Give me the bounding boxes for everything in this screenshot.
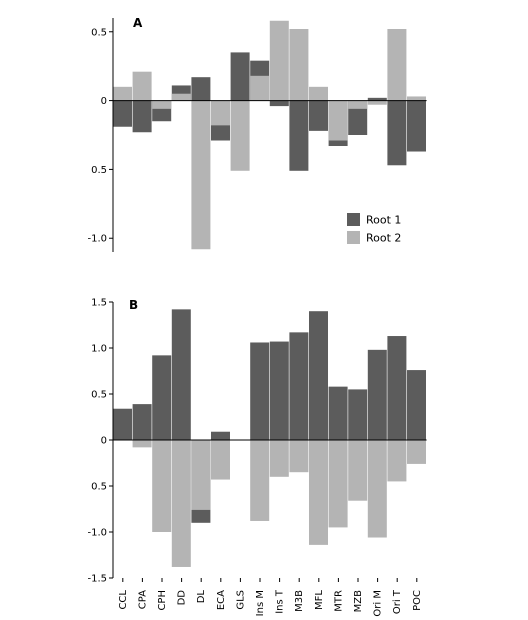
- panel-a-bar-ins-m-root-2: [250, 75, 270, 101]
- panel-a-bar-mfl-root-1: [309, 100, 328, 131]
- panel-a-legend-label-1: Root 1: [366, 214, 401, 227]
- panel-b-bar-ins-t-root-2: [269, 440, 289, 477]
- panel-b-bar-ori-t-root-2: [387, 440, 407, 482]
- panel-a-bar-gls-root-2: [230, 100, 250, 171]
- panel-b-ytick-label-4: 0.5: [91, 482, 107, 493]
- panel-b-category-label-gls: GLS: [235, 590, 246, 610]
- panel-a-bar-mzb-root-1: [348, 100, 368, 135]
- panel-b-category-label-ins-t: Ins T: [275, 589, 286, 614]
- panel-b-bar-poc-root-2: [407, 440, 426, 464]
- panel-b-bar-mtr-root-1: [328, 386, 348, 440]
- panel-a-bar-dd-root-2: [171, 93, 191, 101]
- panel-b-category-label-ori-m: Ori M: [373, 590, 384, 617]
- panel-a-ytick-label-2: 0.5: [91, 165, 107, 176]
- panel-b-bar-cph-root-2: [152, 440, 172, 532]
- panel-b-bar-ori-t-root-1: [387, 336, 407, 440]
- panel-a-bar-ori-m-root-1: [367, 97, 387, 101]
- panel-b-category-label-mfl: MFL: [314, 590, 325, 610]
- panel-a-legend-label-2: Root 2: [366, 232, 401, 245]
- panel-a-bar-cph-root-2: [152, 100, 172, 109]
- panel-a-legend-swatch-1: [347, 213, 360, 226]
- panel-a-bar-dl-root-2: [191, 100, 211, 250]
- panel-a-bar-ccl-root-2: [113, 86, 132, 101]
- panel-b-bar-ins-m-root-2: [250, 440, 270, 521]
- panel-b-bar-poc-root-1: [407, 370, 426, 440]
- panel-b-bar-cpa-root-1: [132, 404, 152, 440]
- panel-b-category-label-cph: CPH: [157, 590, 168, 611]
- panel-b-category-label-ins-m: Ins M: [255, 590, 266, 616]
- panel-b-bar-m3b-root-2: [289, 440, 309, 473]
- panel-b-bar-mtr-root-2: [328, 440, 348, 528]
- panel-b-category-label-m3b: M3B: [294, 590, 305, 612]
- panel-b-category-label-ccl: CCL: [118, 590, 129, 610]
- panel-b-bar-mzb-root-1: [348, 389, 368, 440]
- panel-b-ytick-label-3: 0: [101, 436, 107, 447]
- panel-b-category-label-dl: DL: [196, 590, 207, 604]
- panel-b-ytick-label-1: 1.0: [91, 344, 107, 355]
- panel-a-bar-ins-t-root-1: [269, 100, 289, 107]
- panel-b-label: B: [129, 298, 138, 312]
- panel-a-bar-m3b-root-2: [289, 29, 309, 101]
- panel-b-ytick-label-5: -1.0: [87, 528, 107, 539]
- panel-b-category-label-dd: DD: [177, 590, 188, 606]
- panel-b: B 1.5 1.0 0.5 0 0.5 -1.0 -1.5 CCL CPA CPH DD DL ECA GL…: [87, 298, 427, 617]
- panel-b-bar-ori-m-root-2: [367, 440, 387, 538]
- panel-b-category-label-mzb: MZB: [353, 590, 364, 612]
- panel-b-bar-mzb-root-2: [348, 440, 368, 501]
- panel-a-bar-cpa-root-1: [132, 100, 152, 133]
- panel-b-bar-dd-root-2: [171, 440, 191, 567]
- panel-b-bar-dd-root-1: [171, 309, 191, 440]
- panel-a-legend-swatch-2: [347, 231, 360, 244]
- panel-a-bar-eca-root-2: [211, 100, 230, 126]
- panel-a-bar-cpa-root-2: [132, 71, 152, 101]
- panel-b-ytick-label-6: -1.5: [87, 574, 107, 585]
- panel-b-ytick-label-2: 0.5: [91, 390, 107, 401]
- panel-b-bar-m3b-root-1: [289, 332, 309, 440]
- panel-b-bar-eca-root-2: [211, 440, 230, 480]
- panel-a-label: A: [133, 16, 143, 30]
- panel-b-bar-ccl-root-1: [113, 408, 132, 440]
- panel-a-bar-mzb-root-2: [348, 100, 368, 109]
- panel-b-bar-ori-m-root-1: [367, 349, 387, 440]
- panel-b-bar-ins-t-root-1: [269, 341, 289, 440]
- panel-b-bar-cpa-root-2: [132, 440, 152, 448]
- panel-a-bar-ori-t-root-1: [387, 100, 407, 166]
- panel-b-bar-ins-m-root-1: [250, 342, 270, 440]
- panel-b-bar-mfl-root-2: [309, 440, 328, 545]
- panel-a-bar-mfl-root-2: [309, 86, 328, 101]
- panel-a-ytick-label-1: 0: [101, 96, 107, 107]
- panel-b-bar-dl-root-2: [191, 440, 211, 510]
- panel-a: A 0.5 0 0.5 -1.0 Root 1 Root 2: [87, 16, 427, 252]
- panel-a-bar-ori-t-root-2: [387, 29, 407, 101]
- panel-a-bar-ccl-root-1: [113, 100, 132, 127]
- panel-a-ytick-label-0: 0.5: [91, 27, 107, 38]
- panel-b-bar-cph-root-1: [152, 355, 172, 440]
- panel-a-bar-ins-t-root-2: [269, 20, 289, 101]
- panel-b-category-label-eca: ECA: [216, 590, 227, 610]
- panel-b-category-label-mtr: MTR: [333, 590, 344, 612]
- panel-b-bar-eca-root-1: [211, 431, 230, 440]
- panel-b-category-label-ori-t: Ori T: [392, 589, 403, 614]
- panel-b-ytick-label-0: 1.5: [91, 298, 107, 309]
- panel-b-bar-mfl-root-1: [309, 311, 328, 440]
- panel-b-category-label-poc: POC: [412, 590, 423, 611]
- panel-a-bar-ori-m-root-2: [367, 100, 387, 105]
- panel-a-bar-mtr-root-2: [328, 100, 348, 141]
- panel-b-category-label-cpa: CPA: [137, 590, 148, 609]
- panel-a-ytick-label-3: -1.0: [87, 234, 107, 245]
- panel-a-bar-gls-root-1: [230, 52, 250, 101]
- panel-a-bar-poc-root-2: [407, 96, 426, 101]
- panel-a-bar-dl-root-1: [191, 77, 211, 101]
- panel-a-bar-m3b-root-1: [289, 100, 309, 171]
- panel-a-bar-poc-root-1: [407, 100, 426, 152]
